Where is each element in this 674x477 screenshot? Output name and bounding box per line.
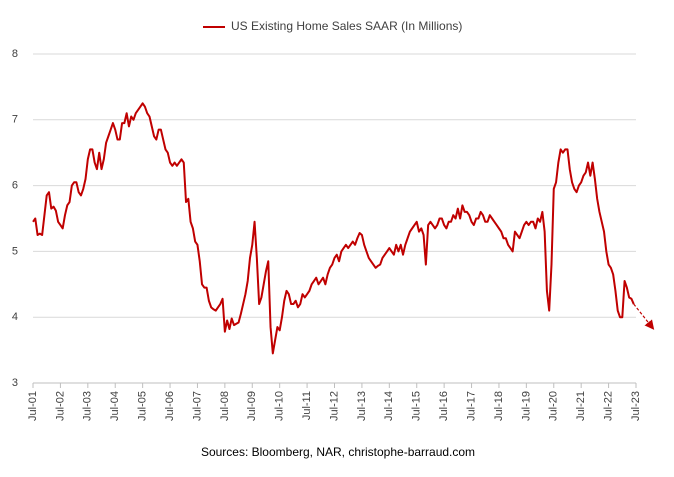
x-tick-label: Jul-01 bbox=[27, 391, 39, 421]
series-line bbox=[32, 102, 635, 355]
y-tick-label: 3 bbox=[12, 377, 18, 389]
x-tick-label: Jul-12 bbox=[328, 391, 340, 421]
x-tick-label: Jul-10 bbox=[274, 391, 286, 421]
x-tick-label: Jul-20 bbox=[548, 391, 560, 421]
x-tick-label: Jul-06 bbox=[164, 391, 176, 421]
x-tick-label: Jul-17 bbox=[465, 391, 477, 421]
x-tick-label: Jul-19 bbox=[520, 391, 532, 421]
y-tick-label: 8 bbox=[12, 48, 18, 60]
x-tick-label: Jul-09 bbox=[246, 391, 258, 421]
y-tick-label: 6 bbox=[12, 180, 18, 192]
x-tick-label: Jul-16 bbox=[438, 391, 450, 421]
x-tick-label: Jul-05 bbox=[137, 391, 149, 421]
y-tick-label: 4 bbox=[12, 311, 18, 323]
x-tick-label: Jul-03 bbox=[82, 391, 94, 421]
x-tick-label: Jul-15 bbox=[411, 391, 423, 421]
x-tick-label: Jul-04 bbox=[109, 391, 121, 421]
y-tick-label: 5 bbox=[12, 245, 18, 257]
x-tick-label: Jul-18 bbox=[493, 391, 505, 421]
x-tick-label: Jul-08 bbox=[219, 391, 231, 421]
source-note: Sources: Bloomberg, NAR, christophe-barr… bbox=[201, 445, 475, 459]
x-tick-label: Jul-11 bbox=[301, 391, 313, 420]
x-tick-label: Jul-21 bbox=[575, 391, 587, 421]
legend-label: US Existing Home Sales SAAR (In Millions… bbox=[231, 19, 462, 33]
x-tick-label: Jul-07 bbox=[191, 391, 203, 421]
projection-arrow bbox=[633, 303, 655, 330]
x-tick-label: Jul-22 bbox=[602, 391, 614, 421]
x-tick-label: Jul-13 bbox=[356, 391, 368, 421]
x-tick-label: Jul-23 bbox=[630, 391, 642, 421]
y-tick-label: 7 bbox=[12, 114, 18, 126]
x-tick-label: Jul-14 bbox=[383, 391, 395, 421]
x-tick-label: Jul-02 bbox=[54, 391, 66, 421]
